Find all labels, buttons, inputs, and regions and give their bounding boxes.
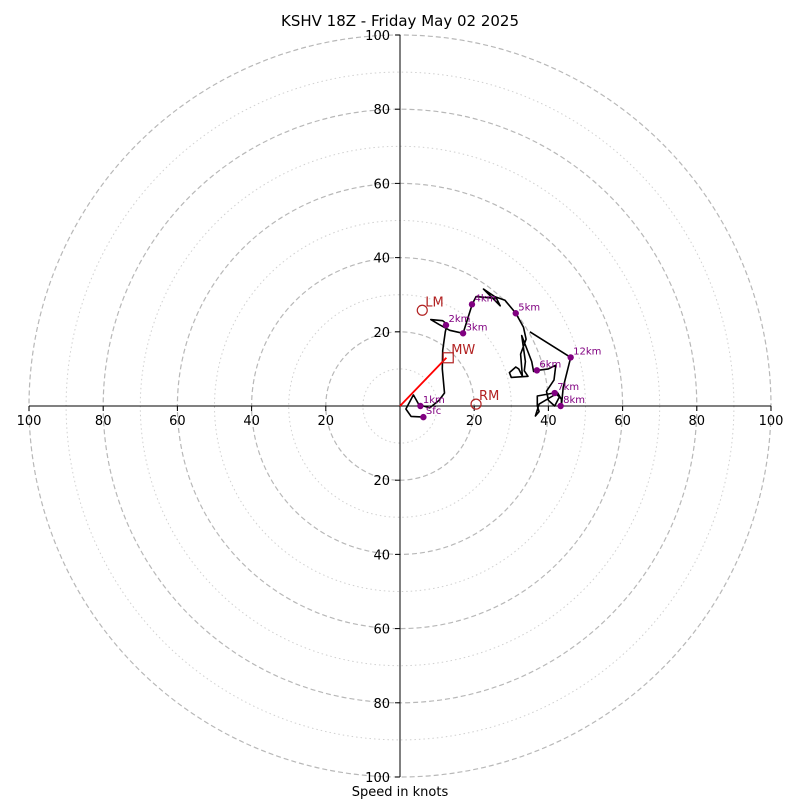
tick-label-up-100: 100 [365,29,390,44]
height-marker-12km [567,354,574,361]
height-marker-8km [557,402,564,410]
rm-marker [470,398,482,410]
x-axis-label: Speed in knots [352,785,449,800]
height-label-5km: 5km [518,302,540,313]
chart-title: KSHV 18Z - Friday May 02 2025 [281,12,519,30]
rm-label: RM [479,389,499,404]
tick-label-down-100: 100 [365,771,390,786]
height-marker-1km [417,402,424,410]
tick-label-up-60: 60 [373,177,390,192]
height-label-7km: 7km [557,382,579,393]
height-label-sfc: Sfc [426,406,441,417]
tick-label-up-80: 80 [373,103,390,118]
height-marker-6km [533,367,541,374]
height-marker-7km [551,389,558,397]
mw-marker [442,352,454,364]
tick-label-down-20: 20 [373,474,390,489]
height-marker-2km [442,321,450,329]
height-marker-sfc [420,413,427,421]
mw-label: MW [451,343,475,358]
lm-label: LM [425,295,443,310]
tick-labels: 20 20 20 20 40 40 40 40 60 60 60 60 80 80 80 80 100 100 10… [17,29,784,786]
height-marker-3km [459,330,467,337]
tick-label-left-20: 20 [318,414,335,429]
tick-label-left-80: 80 [95,414,112,429]
tick-label-right-100: 100 [759,414,784,429]
lm-marker [416,304,428,316]
height-label-4km: 4km [474,293,496,304]
tick-label-right-60: 60 [614,414,631,429]
tick-label-left-60: 60 [169,414,186,429]
tick-label-up-40: 40 [373,252,390,267]
height-label-6km: 6km [539,359,561,370]
height-label-3km: 3km [466,322,488,333]
tick-label-down-40: 40 [373,548,390,563]
height-label-2km: 2km [449,314,471,325]
tick-label-left-100: 100 [17,414,42,429]
height-marker-4km [468,301,476,308]
tick-label-right-80: 80 [689,414,706,429]
height-label-1km: 1km [423,395,445,406]
height-label-8km: 8km [563,395,585,406]
tick-label-left-40: 40 [243,414,260,429]
height-label-12km: 12km [573,346,601,357]
tick-label-down-80: 80 [373,697,390,712]
tick-label-down-60: 60 [373,623,390,638]
mean-wind-vector [399,357,448,407]
storm-motion-layer: LM MW RM [399,295,499,410]
tick-label-up-20: 20 [373,326,390,341]
tick-label-right-20: 20 [466,414,483,429]
height-marker-5km [512,310,519,317]
tick-label-right-40: 40 [540,414,557,429]
